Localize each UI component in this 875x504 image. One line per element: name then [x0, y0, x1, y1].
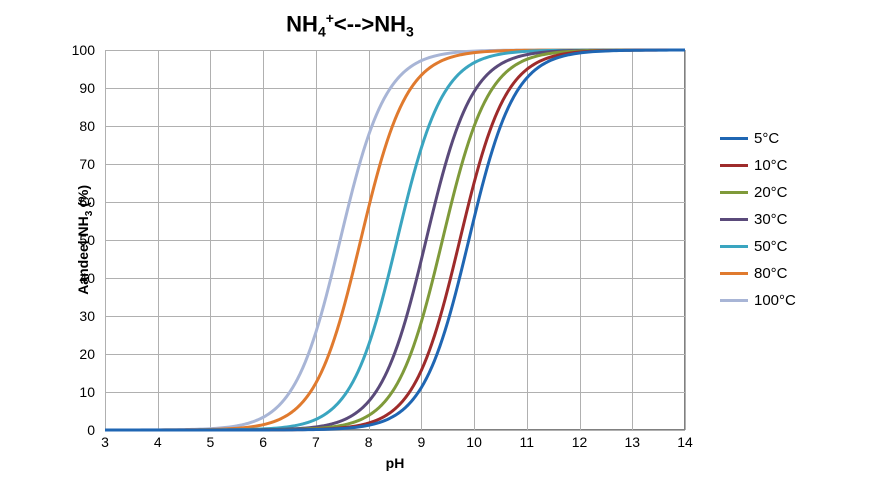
legend-dash: [720, 164, 748, 167]
legend-label: 5°C: [754, 130, 779, 147]
x-tick-label: 5: [207, 434, 215, 450]
x-axis-label: pH: [105, 455, 685, 471]
x-tick-label: 11: [520, 434, 535, 450]
legend-dash: [720, 272, 748, 275]
legend-label: 10°C: [754, 157, 788, 174]
legend-item: 100°C: [720, 292, 796, 309]
x-tick-label: 10: [466, 434, 482, 450]
x-tick-label: 13: [624, 434, 640, 450]
x-tick-label: 7: [312, 434, 320, 450]
y-tick-label: 90: [79, 80, 95, 96]
x-tick-label: 8: [365, 434, 373, 450]
legend-dash: [720, 299, 748, 302]
y-tick-label: 10: [79, 384, 95, 400]
legend-item: 80°C: [720, 265, 796, 282]
y-tick-label: 50: [79, 232, 95, 248]
series-line: [105, 50, 685, 430]
series-line: [105, 50, 685, 430]
x-tick-label: 12: [572, 434, 588, 450]
legend-label: 50°C: [754, 238, 788, 255]
y-tick-label: 70: [79, 156, 95, 172]
y-tick-label: 100: [72, 42, 95, 58]
y-tick-label: 80: [79, 118, 95, 134]
legend-label: 80°C: [754, 265, 788, 282]
legend-label: 20°C: [754, 184, 788, 201]
legend-item: 5°C: [720, 130, 796, 147]
grid-line-v: [685, 50, 686, 430]
y-tick-label: 0: [87, 422, 95, 438]
legend-item: 10°C: [720, 157, 796, 174]
series-line: [105, 50, 685, 430]
series-svg: [105, 50, 685, 430]
y-tick-label: 20: [79, 346, 95, 362]
legend-label: 30°C: [754, 211, 788, 228]
x-tick-label: 9: [417, 434, 425, 450]
legend-dash: [720, 245, 748, 248]
x-tick-label: 4: [154, 434, 162, 450]
legend-dash: [720, 137, 748, 140]
chart-container: { "title_html": "NH<sub>4</sub><sup>+</s…: [0, 0, 875, 504]
legend: 5°C 10°C 20°C 30°C 50°C 80°C 100°C: [720, 130, 796, 319]
x-tick-label: 3: [101, 434, 109, 450]
chart-title: NH4+<-->NH3: [0, 10, 700, 40]
series-line: [105, 50, 685, 430]
legend-item: 20°C: [720, 184, 796, 201]
series-line: [105, 50, 685, 430]
plot-area: 34567891011121314 0102030405060708090100: [105, 50, 685, 430]
x-tick-label: 14: [677, 434, 693, 450]
y-tick-label: 40: [79, 270, 95, 286]
legend-item: 30°C: [720, 211, 796, 228]
legend-label: 100°C: [754, 292, 796, 309]
y-tick-label: 30: [79, 308, 95, 324]
legend-dash: [720, 218, 748, 221]
y-tick-label: 60: [79, 194, 95, 210]
x-tick-label: 6: [259, 434, 267, 450]
legend-dash: [720, 191, 748, 194]
series-line: [105, 50, 685, 430]
legend-item: 50°C: [720, 238, 796, 255]
series-line: [105, 50, 685, 430]
